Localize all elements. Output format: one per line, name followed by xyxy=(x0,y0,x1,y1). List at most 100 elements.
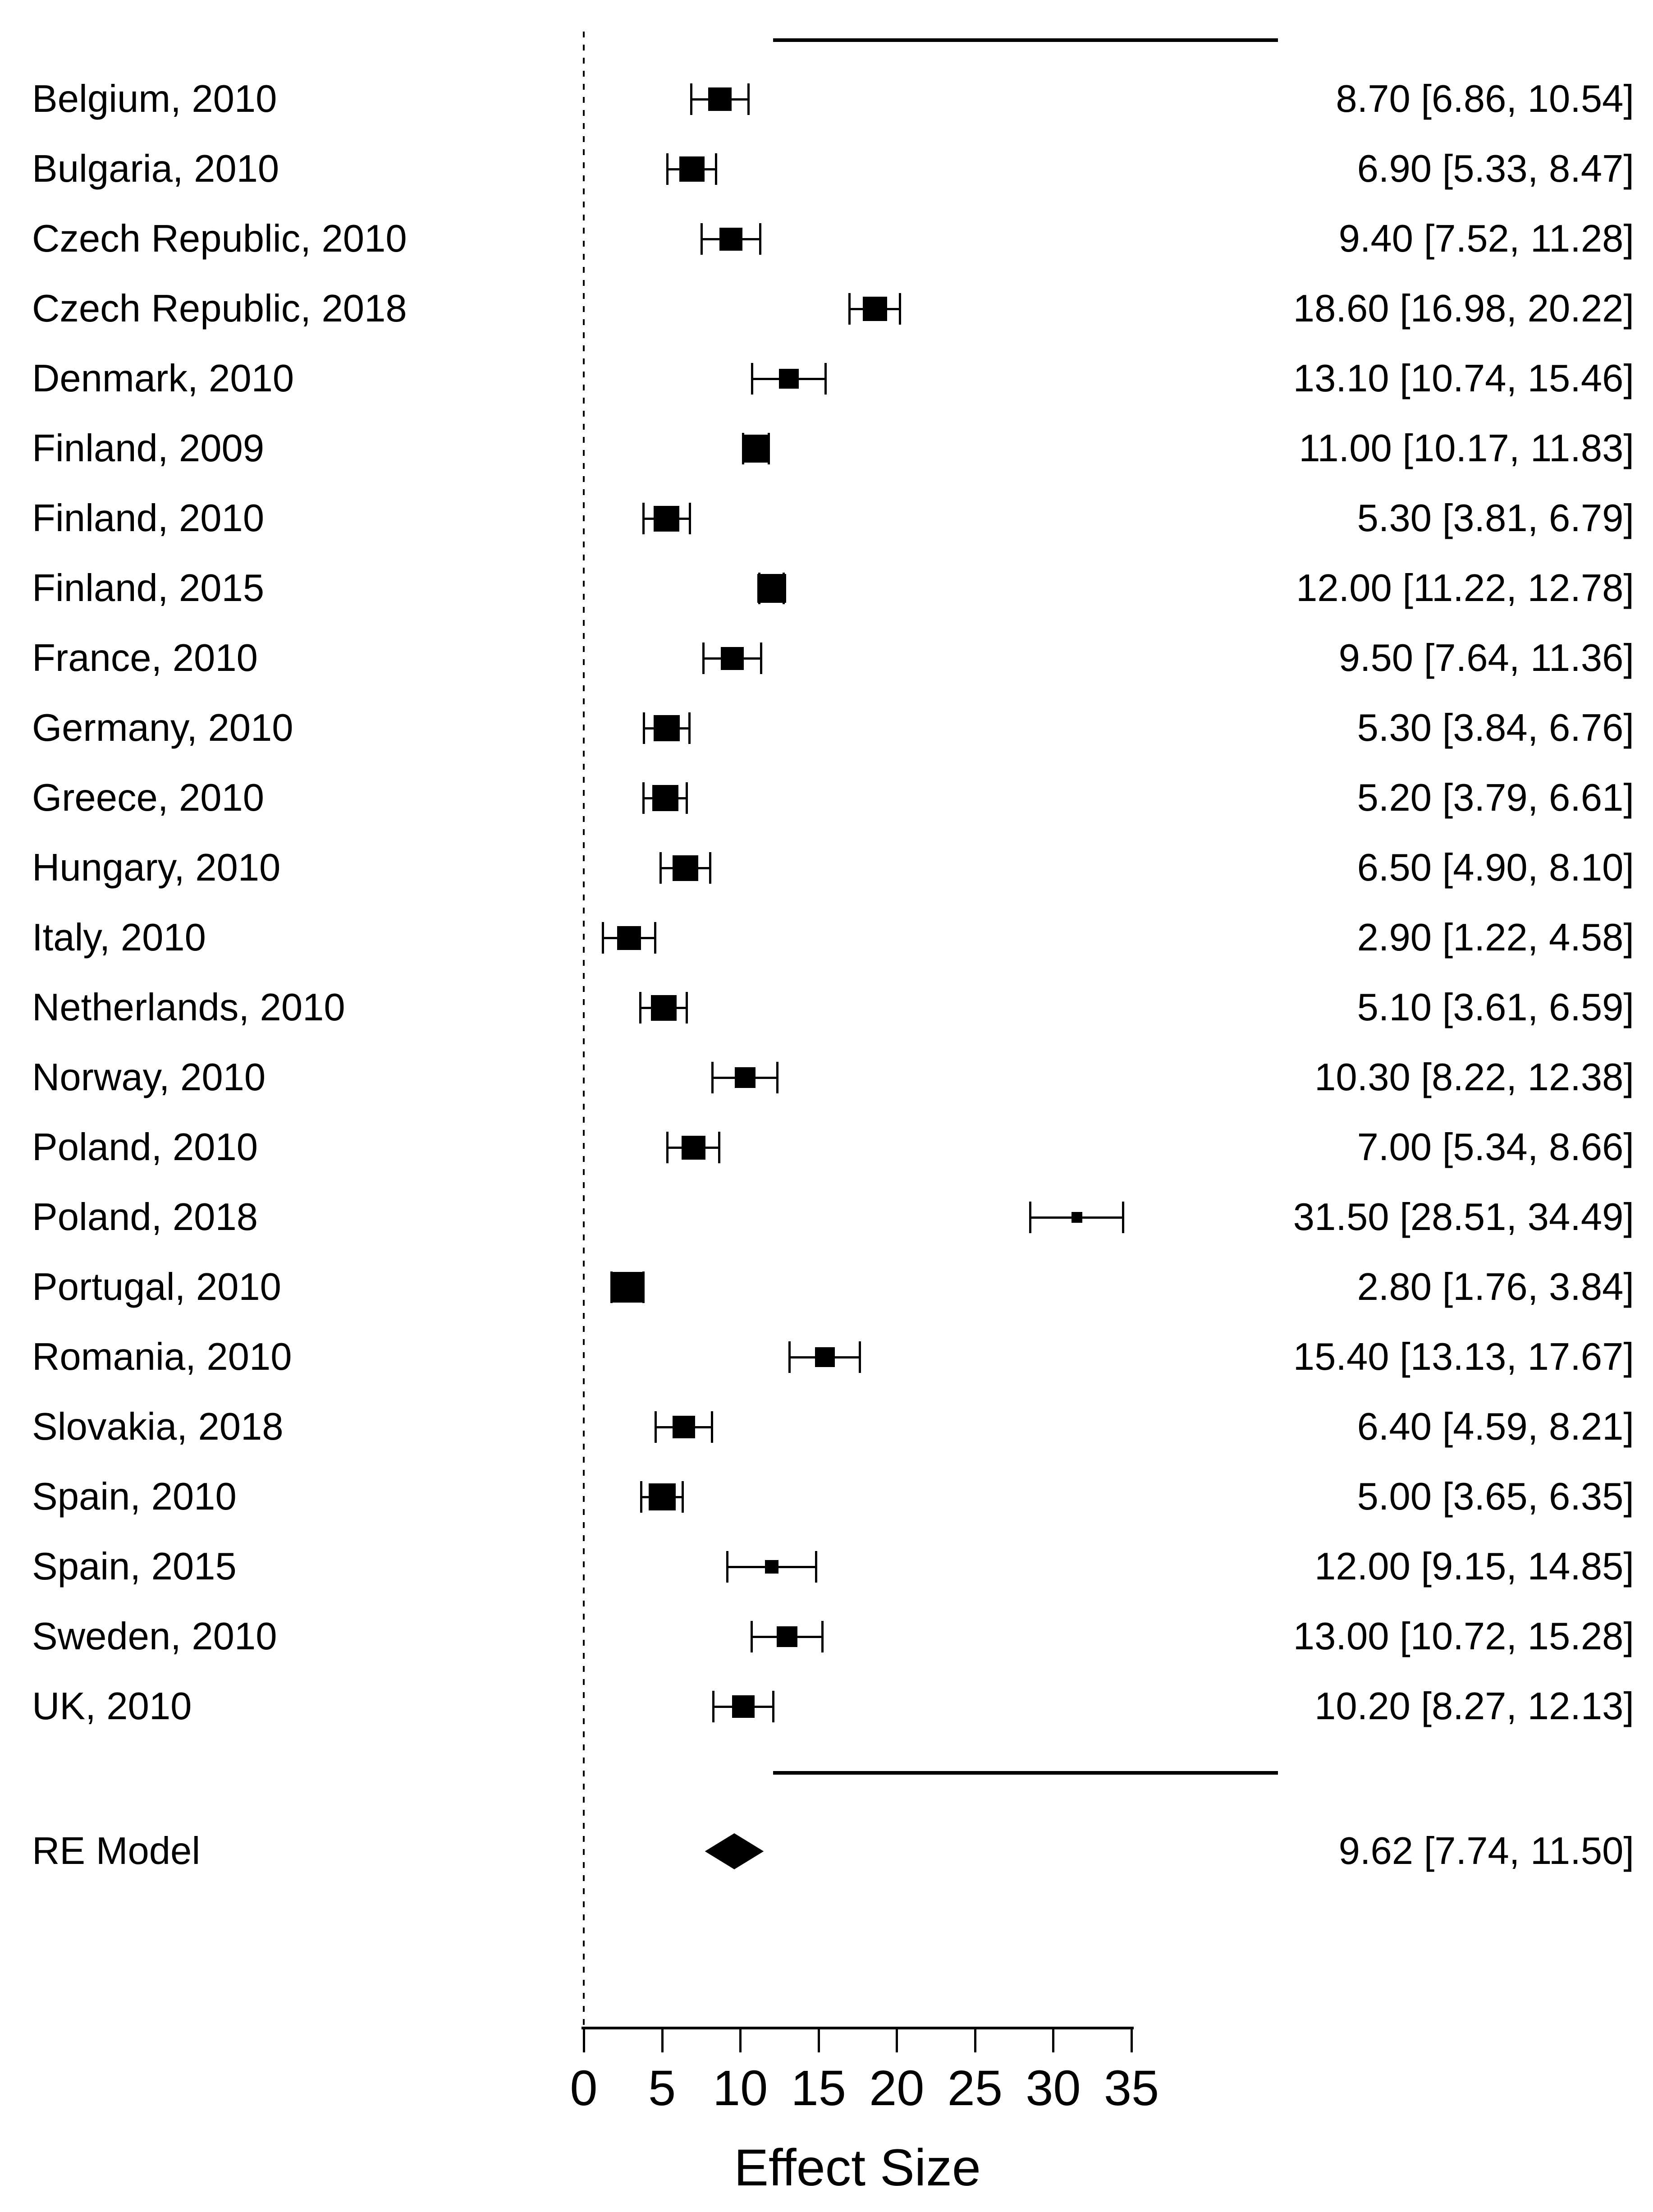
axis-tick xyxy=(974,2028,976,2052)
estimate-annotation: 12.00 [11.22, 12.78] xyxy=(1296,567,1634,610)
estimate-annotation: 5.30 [3.84, 6.76] xyxy=(1357,707,1634,749)
ci-cap-right xyxy=(772,1691,775,1722)
effect-square xyxy=(734,1067,756,1088)
study-label: Finland, 2010 xyxy=(32,497,265,540)
effect-square xyxy=(815,1347,835,1367)
effect-square xyxy=(650,995,677,1021)
ci-cap-right xyxy=(859,1341,861,1373)
study-label: France, 2010 xyxy=(32,637,258,679)
axis-tick-label: 20 xyxy=(869,2061,925,2116)
study-label: Norway, 2010 xyxy=(32,1056,266,1099)
ci-cap-left xyxy=(643,712,646,744)
effect-square xyxy=(654,505,680,532)
effect-square xyxy=(679,156,705,182)
effect-square xyxy=(673,855,699,881)
ci-cap-left xyxy=(666,1132,669,1163)
effect-square xyxy=(652,785,678,811)
estimate-annotation: 2.80 [1.76, 3.84] xyxy=(1357,1266,1634,1308)
estimate-annotation: 5.00 [3.65, 6.35] xyxy=(1357,1475,1634,1518)
axis-tick xyxy=(817,2028,820,2052)
ci-cap-left xyxy=(666,153,669,185)
study-label: Czech Republic, 2018 xyxy=(32,287,407,330)
study-label: Germany, 2010 xyxy=(32,707,293,749)
estimate-annotation: 10.20 [8.27, 12.13] xyxy=(1314,1685,1634,1728)
axis-tick xyxy=(661,2028,664,2052)
study-label: Slovakia, 2018 xyxy=(32,1405,284,1448)
ci-cap-left xyxy=(642,782,645,814)
estimate-annotation: 6.90 [5.33, 8.47] xyxy=(1357,147,1634,190)
study-label: Spain, 2010 xyxy=(32,1475,237,1518)
axis-tick xyxy=(739,2028,742,2052)
study-label: Denmark, 2010 xyxy=(32,357,294,400)
estimate-annotation: 18.60 [16.98, 20.22] xyxy=(1293,287,1634,330)
ci-cap-right xyxy=(760,642,763,674)
effect-square xyxy=(778,369,799,389)
axis-tick-label: 30 xyxy=(1026,2061,1081,2116)
estimate-annotation: 13.10 [10.74, 15.46] xyxy=(1293,357,1634,400)
ci-cap-left xyxy=(701,223,703,255)
ci-cap-left xyxy=(751,1621,753,1652)
ci-cap-left xyxy=(711,1062,714,1093)
study-label: Spain, 2015 xyxy=(32,1545,237,1588)
axis-tick-label: 15 xyxy=(791,2061,846,2116)
estimate-annotation: 10.30 [8.22, 12.38] xyxy=(1314,1056,1634,1099)
axis-tick-label: 5 xyxy=(648,2061,676,2116)
ci-cap-right xyxy=(718,1132,720,1163)
ci-cap-right xyxy=(824,363,827,395)
effect-square xyxy=(721,647,744,670)
ci-cap-right xyxy=(747,83,750,115)
summary-diamond xyxy=(705,1833,764,1869)
axis-tick-label: 0 xyxy=(570,2061,598,2116)
effect-square xyxy=(612,1272,643,1303)
study-label: Finland, 2015 xyxy=(32,567,265,610)
ci-cap-right xyxy=(759,223,761,255)
study-label: Bulgaria, 2010 xyxy=(32,147,279,190)
zero-reference-line xyxy=(583,32,585,2028)
ci-cap-left xyxy=(640,1481,642,1513)
x-axis-line xyxy=(582,2027,1134,2029)
axis-tick xyxy=(583,2028,585,2052)
estimate-annotation: 9.50 [7.64, 11.36] xyxy=(1338,637,1634,679)
study-label: Romania, 2010 xyxy=(32,1335,292,1378)
estimate-annotation: 15.40 [13.13, 17.67] xyxy=(1293,1335,1634,1378)
summary-label: RE Model xyxy=(32,1830,201,1872)
estimate-annotation: 9.40 [7.52, 11.28] xyxy=(1338,217,1634,260)
axis-tick xyxy=(1052,2028,1055,2052)
study-label: Finland, 2009 xyxy=(32,427,265,470)
ci-cap-left xyxy=(639,992,642,1023)
ci-cap-left xyxy=(690,83,693,115)
effect-square xyxy=(673,1416,696,1438)
ci-cap-left xyxy=(1029,1202,1031,1233)
ci-cap-right xyxy=(711,1411,713,1443)
ci-cap-left xyxy=(702,642,705,674)
top-rule xyxy=(773,38,1278,42)
effect-square xyxy=(681,1135,705,1160)
ci-cap-left xyxy=(726,1551,728,1583)
study-label: Sweden, 2010 xyxy=(32,1615,277,1658)
ci-cap-left xyxy=(788,1341,791,1373)
study-label: UK, 2010 xyxy=(32,1685,192,1728)
ci-cap-right xyxy=(821,1621,824,1652)
ci-cap-left xyxy=(610,1271,613,1303)
study-label: Czech Republic, 2010 xyxy=(32,217,407,260)
ci-cap-left xyxy=(659,852,662,884)
estimate-annotation: 5.30 [3.81, 6.79] xyxy=(1357,497,1634,540)
axis-tick xyxy=(1131,2028,1133,2052)
ci-cap-right xyxy=(776,1062,778,1093)
axis-tick-label: 35 xyxy=(1104,2061,1159,2116)
axis-tick-label: 10 xyxy=(712,2061,768,2116)
effect-square xyxy=(765,1560,778,1574)
estimate-annotation: 13.00 [10.72, 15.28] xyxy=(1293,1615,1634,1658)
estimate-annotation: 6.40 [4.59, 8.21] xyxy=(1357,1405,1634,1448)
ci-cap-right xyxy=(815,1551,817,1583)
estimate-annotation: 31.50 [28.51, 34.49] xyxy=(1293,1196,1634,1239)
estimate-annotation: 5.10 [3.61, 6.59] xyxy=(1357,986,1634,1029)
ci-cap-right xyxy=(688,712,691,744)
ci-cap-right xyxy=(898,293,901,325)
study-label: Portugal, 2010 xyxy=(32,1266,281,1308)
effect-square xyxy=(708,87,732,111)
effect-square xyxy=(719,227,742,251)
ci-cap-right xyxy=(709,852,712,884)
study-label: Hungary, 2010 xyxy=(32,846,281,889)
